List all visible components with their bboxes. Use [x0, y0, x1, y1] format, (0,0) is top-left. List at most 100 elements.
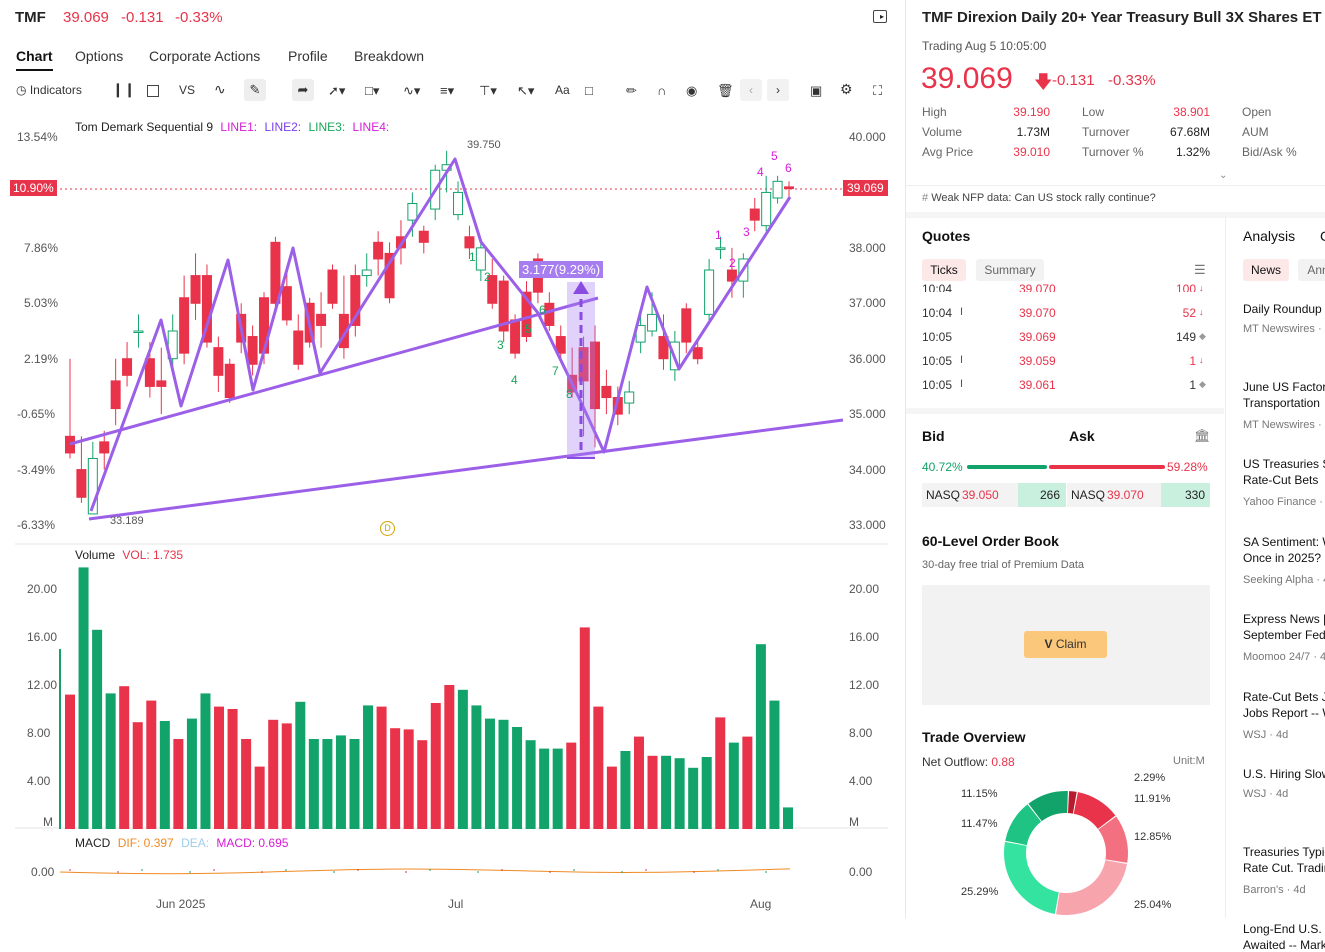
candle — [418, 225, 429, 254]
tick-flag: I — [960, 378, 964, 390]
price-chart[interactable] — [0, 108, 905, 918]
tick-volume: 52 — [1182, 306, 1196, 320]
cursor-icon[interactable]: ➦ — [292, 79, 314, 101]
volume-bar — [539, 748, 550, 829]
td-count-green: 7 — [552, 364, 559, 378]
volume-bar — [349, 739, 360, 829]
expand-stats-icon[interactable]: ⌄ — [1219, 170, 1228, 181]
study-legend: Tom Demark Sequential 9 LINE1: LINE2: LI… — [75, 120, 389, 134]
macd-right-tick: 0.00 — [849, 865, 873, 879]
macd-title: MACD — [75, 836, 111, 850]
x-label-aug: Aug — [750, 897, 772, 911]
volume-bar — [295, 701, 306, 829]
draw-pen-icon[interactable]: ✎ — [244, 79, 266, 101]
volume-bar — [403, 729, 414, 829]
undo-icon[interactable]: ‹ — [740, 79, 762, 101]
candle — [704, 258, 715, 320]
volume-bar — [783, 807, 793, 829]
volume-bar — [214, 706, 225, 829]
dividend-marker[interactable]: D — [380, 521, 395, 536]
candle — [156, 347, 167, 415]
tab-options[interactable]: Options — [75, 48, 124, 64]
news-title-line2: Awaited -- Mark — [1243, 938, 1325, 952]
exchange-icon[interactable]: 🏛 — [1194, 428, 1211, 443]
candle — [110, 358, 121, 426]
settings-gear-icon[interactable]: ⚙ — [840, 81, 853, 97]
upper-trendline[interactable] — [69, 296, 599, 446]
right-axis-tick: 35.000 — [849, 407, 886, 421]
tab-ticks[interactable]: Ticks — [922, 259, 966, 281]
candle — [179, 275, 190, 365]
volume-bar — [566, 742, 577, 829]
magnet-icon[interactable]: ∩ — [657, 83, 667, 98]
tab-announcements[interactable]: Ann — [1298, 259, 1325, 281]
crosshair-box-icon[interactable] — [147, 85, 159, 97]
lower-trendline[interactable] — [88, 418, 844, 521]
line4-label: LINE4: — [352, 120, 390, 134]
td-count-magenta: 3 — [743, 225, 750, 239]
tab-breakdown[interactable]: Breakdown — [354, 48, 425, 64]
left-tick-current: 10.90% — [10, 180, 57, 196]
news-source: WSJ · 4d — [1243, 788, 1289, 800]
tick-volume: 1 — [1189, 378, 1196, 392]
left-axis-tick: 5.03% — [24, 296, 59, 310]
claim-button[interactable]: V Claim — [1024, 631, 1107, 658]
candle-type-icon[interactable]: ❙❙ — [112, 81, 136, 97]
volume-bar — [119, 686, 130, 829]
headline-banner[interactable]: # Weak NFP data: Can US stock rally cont… — [922, 192, 1156, 204]
ask-row[interactable]: NASQ 39.070 330 — [1067, 483, 1210, 507]
candle — [384, 242, 395, 304]
tick-price: 39.069 — [1019, 330, 1056, 344]
brush-icon[interactable]: ✏ — [626, 83, 637, 98]
indicators-button[interactable]: ◷ Indicators — [16, 83, 82, 97]
bid-row[interactable]: NASQ 39.050 266 — [922, 483, 1066, 507]
tab-profile[interactable]: Profile — [288, 48, 328, 64]
net-outflow: Net Outflow: 0.88 — [922, 755, 1015, 769]
x-label-jul: Jul — [448, 897, 464, 911]
tab-analysis-more[interactable]: C — [1320, 228, 1325, 244]
td-count-green: 3 — [497, 338, 504, 352]
fib-tool-icon[interactable]: ≡▾ — [440, 83, 455, 98]
text-tool-button[interactable]: Aa — [555, 83, 570, 97]
candle — [350, 264, 361, 337]
measure-tool-icon[interactable]: ⊤▾ — [479, 83, 497, 98]
comment-icon[interactable]: □ — [585, 83, 593, 98]
stat-value: 38.901 — [1173, 105, 1210, 119]
trend-drawings[interactable] — [69, 157, 844, 521]
trend-icon[interactable]: ∿ — [214, 81, 226, 97]
eye-icon[interactable]: ◉ — [686, 83, 698, 98]
tab-news[interactable]: News — [1243, 259, 1289, 281]
measure-label[interactable]: 3.177(9.29%) — [519, 261, 604, 278]
tab-summary[interactable]: Summary — [976, 259, 1044, 281]
volume-bar — [444, 685, 455, 829]
list-icon[interactable]: ☰ — [1194, 262, 1206, 277]
candle — [658, 314, 669, 370]
stat-value: 1.73M — [1016, 125, 1050, 139]
tab-corporate-actions[interactable]: Corporate Actions — [149, 48, 261, 64]
news-title: Express News | — [1243, 612, 1325, 626]
shape-tool-icon[interactable]: □▾ — [365, 83, 380, 98]
volume-bar — [512, 727, 523, 829]
camera-icon[interactable]: ▣ — [810, 83, 823, 98]
volume-left-tick: 16.00 — [27, 630, 58, 644]
redo-icon[interactable]: › — [767, 79, 789, 101]
candle — [247, 325, 258, 376]
collapse-panel-icon[interactable]: ▸ — [873, 10, 887, 23]
fullscreen-icon[interactable]: ⛶ — [873, 83, 883, 98]
volume-bar — [200, 693, 211, 829]
tab-chart[interactable]: Chart — [16, 48, 53, 71]
trash-icon[interactable]: 🗑 — [717, 83, 734, 98]
volume-left-tick: M — [43, 815, 53, 829]
compare-button[interactable]: VS — [179, 83, 196, 97]
tab-analysis[interactable]: Analysis — [1243, 228, 1296, 244]
right-axis-tick: 36.000 — [849, 352, 886, 366]
candle — [224, 358, 235, 404]
stat-label: Turnover % — [1082, 145, 1144, 159]
arrow-tool-icon[interactable]: ↖▾ — [517, 83, 535, 98]
line-tool-icon[interactable]: ➚▾ — [328, 83, 346, 98]
volume-bar — [484, 718, 495, 829]
quotes-title: Quotes — [922, 228, 971, 244]
pattern-tool-icon[interactable]: ∿▾ — [403, 83, 421, 98]
zigzag-line[interactable] — [89, 157, 792, 512]
news-title: SA Sentiment: W — [1243, 534, 1325, 549]
